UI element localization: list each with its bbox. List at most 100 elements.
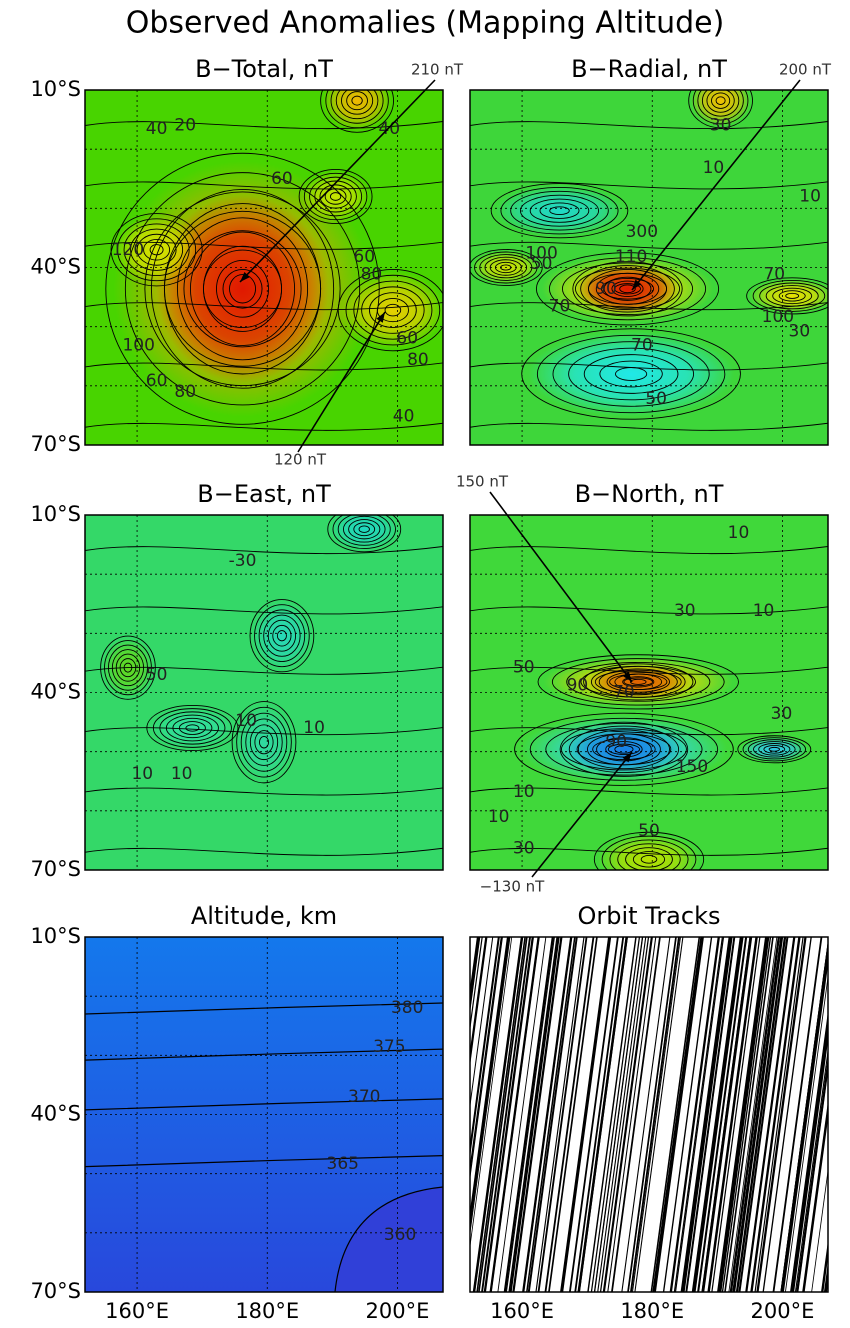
orbit-track xyxy=(738,937,789,1292)
contour-label: 10 xyxy=(488,807,510,827)
y-tick-label: 10°S xyxy=(30,77,81,101)
contour-label: 110 xyxy=(615,247,647,267)
contour xyxy=(752,279,828,312)
annotation-arrow xyxy=(489,491,633,683)
orbit-track xyxy=(621,937,671,1292)
contour xyxy=(529,198,590,223)
panel-title: Altitude, km xyxy=(191,902,337,930)
arrow-head xyxy=(632,279,642,290)
anomaly xyxy=(495,185,624,237)
contour-label: 370 xyxy=(348,1087,380,1107)
contour xyxy=(746,277,828,315)
contour xyxy=(85,362,443,371)
contour xyxy=(549,206,570,216)
orbit-track xyxy=(512,937,563,1292)
contour xyxy=(640,855,658,864)
anomaly xyxy=(251,601,312,670)
contour xyxy=(763,744,786,754)
map-corner xyxy=(335,1187,443,1292)
contour xyxy=(348,519,381,540)
orbit-track xyxy=(631,937,681,1292)
contour xyxy=(601,835,697,870)
contour xyxy=(329,192,342,201)
orbit-track xyxy=(470,937,500,1158)
panel xyxy=(85,90,443,445)
contour xyxy=(85,847,443,856)
contour xyxy=(572,261,683,317)
orbit-track xyxy=(735,937,787,1292)
contour-label: 70 xyxy=(613,683,635,703)
contour xyxy=(231,701,297,784)
contour xyxy=(185,724,200,732)
contour xyxy=(619,284,636,294)
contour xyxy=(758,743,791,756)
contour-label: 80 xyxy=(407,350,429,370)
panel-title: B−East, nT xyxy=(197,480,331,508)
contour-label: 10 xyxy=(513,782,535,802)
contour xyxy=(561,728,687,771)
contour xyxy=(130,228,184,271)
contour-label: 10 xyxy=(131,764,153,784)
orbit-track xyxy=(611,937,661,1292)
orbit-track xyxy=(745,937,796,1292)
anomaly xyxy=(113,215,200,284)
contour xyxy=(85,727,443,736)
annotation-arrow xyxy=(239,79,436,283)
contour xyxy=(258,609,306,662)
contour-label: 50 xyxy=(531,254,553,274)
orbit-track xyxy=(470,937,494,1109)
y-tick-label: 70°S xyxy=(30,432,81,456)
contour xyxy=(85,787,443,796)
contour xyxy=(222,268,263,309)
contour xyxy=(614,283,641,295)
contour xyxy=(85,546,443,555)
orbit-track xyxy=(721,937,772,1292)
contour xyxy=(342,515,386,543)
contour-label: 10 xyxy=(703,158,725,178)
contour-label: 30 xyxy=(674,601,696,621)
annotation: −130 nT xyxy=(480,878,545,896)
orbit-track xyxy=(577,937,628,1292)
orbit-track xyxy=(796,1058,828,1292)
panel xyxy=(85,937,443,1292)
contour-label: 10 xyxy=(235,711,257,731)
orbit-track xyxy=(823,1261,828,1292)
contour xyxy=(470,302,828,311)
orbit-track xyxy=(707,937,758,1292)
contour xyxy=(539,202,580,219)
orbit-track xyxy=(772,937,823,1292)
contour xyxy=(577,729,670,770)
panel-title: B−North, nT xyxy=(575,480,724,508)
contour xyxy=(346,91,368,111)
contour xyxy=(715,96,726,105)
contour xyxy=(276,630,287,642)
anomaly xyxy=(301,170,370,223)
annotation-arrow xyxy=(297,311,386,453)
contour xyxy=(552,341,710,407)
contour xyxy=(249,724,279,761)
orbit-track xyxy=(497,937,547,1292)
orbit-track xyxy=(682,937,733,1292)
orbit-track xyxy=(470,937,503,1181)
contour xyxy=(85,1098,443,1111)
contour-label: 360 xyxy=(384,1225,416,1245)
contour-label: 50 xyxy=(638,821,660,841)
contour xyxy=(593,831,705,870)
contour-label: 10 xyxy=(171,764,193,784)
orbit-track xyxy=(802,1101,828,1292)
orbit-track xyxy=(548,937,598,1292)
orbit-track xyxy=(627,937,677,1292)
orbit-track xyxy=(692,937,743,1292)
orbit-track xyxy=(527,937,578,1292)
contour xyxy=(592,738,656,761)
contour xyxy=(490,183,629,239)
contour xyxy=(345,274,441,346)
contour xyxy=(320,90,394,133)
orbit-track xyxy=(545,937,595,1292)
contour-label: 380 xyxy=(391,998,423,1018)
contour xyxy=(599,360,663,388)
contour-label: 30 xyxy=(771,704,793,724)
orbit-track xyxy=(478,937,528,1292)
y-tick-label: 10°S xyxy=(30,502,81,526)
